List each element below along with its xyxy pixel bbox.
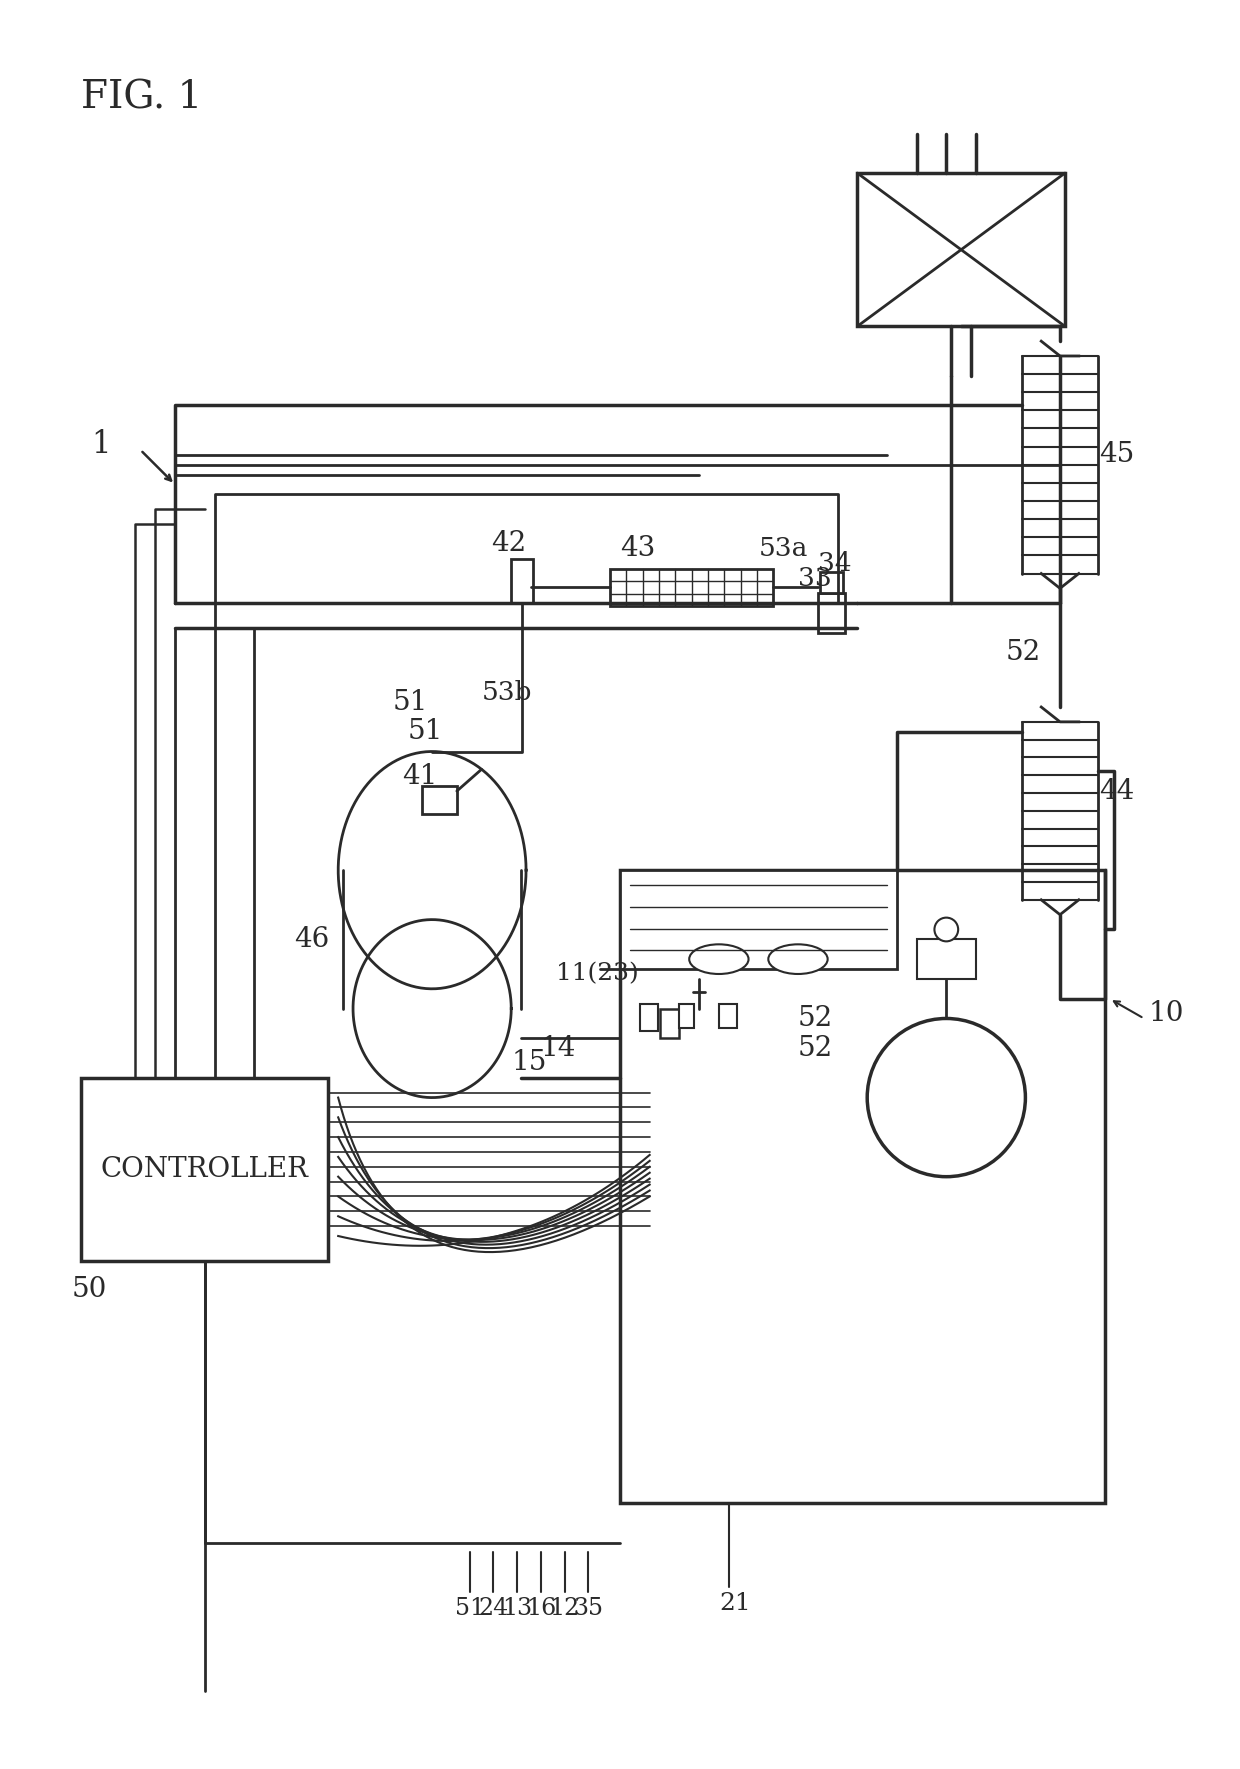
Text: 52: 52 bbox=[799, 1005, 833, 1031]
Bar bbox=[820, 571, 843, 593]
Text: 52: 52 bbox=[1006, 639, 1040, 667]
Text: 44: 44 bbox=[1100, 778, 1135, 805]
Text: 12: 12 bbox=[549, 1597, 580, 1620]
Circle shape bbox=[935, 918, 959, 941]
Text: 21: 21 bbox=[719, 1592, 750, 1615]
Bar bbox=[610, 568, 774, 607]
Text: 13: 13 bbox=[502, 1597, 532, 1620]
Text: 41: 41 bbox=[403, 762, 438, 789]
Text: 16: 16 bbox=[526, 1597, 556, 1620]
Bar bbox=[817, 593, 846, 633]
Text: 51: 51 bbox=[455, 1597, 485, 1620]
Text: 45: 45 bbox=[1100, 442, 1135, 469]
Bar bbox=[680, 1003, 694, 1028]
Bar bbox=[620, 870, 1105, 1504]
Text: 51: 51 bbox=[408, 718, 443, 745]
Text: 14: 14 bbox=[541, 1035, 577, 1061]
Text: 10: 10 bbox=[1149, 999, 1184, 1028]
Text: 33: 33 bbox=[799, 566, 832, 591]
Text: 46: 46 bbox=[294, 925, 329, 953]
Text: 24: 24 bbox=[479, 1597, 508, 1620]
Text: FIG. 1: FIG. 1 bbox=[81, 80, 202, 117]
Bar bbox=[916, 939, 976, 978]
Text: 53a: 53a bbox=[759, 536, 807, 561]
Bar bbox=[511, 559, 533, 603]
Bar bbox=[857, 173, 1065, 325]
Text: 43: 43 bbox=[620, 536, 655, 563]
Text: 53b: 53b bbox=[481, 679, 532, 704]
Bar bbox=[423, 785, 456, 814]
Text: 51: 51 bbox=[393, 688, 428, 716]
Bar bbox=[719, 1003, 737, 1028]
Bar bbox=[640, 1003, 657, 1031]
Bar bbox=[620, 870, 897, 969]
Text: 34: 34 bbox=[817, 552, 852, 577]
Bar bbox=[81, 1077, 329, 1261]
Ellipse shape bbox=[689, 945, 749, 975]
Text: 42: 42 bbox=[491, 531, 527, 557]
Text: 15: 15 bbox=[511, 1049, 547, 1077]
Text: 52: 52 bbox=[799, 1035, 833, 1061]
Text: 11(23): 11(23) bbox=[556, 962, 639, 985]
Text: 1: 1 bbox=[91, 430, 110, 460]
Bar bbox=[660, 1008, 680, 1038]
Text: CONTROLLER: CONTROLLER bbox=[100, 1155, 309, 1183]
Text: 50: 50 bbox=[71, 1275, 107, 1302]
Text: 35: 35 bbox=[573, 1597, 604, 1620]
Ellipse shape bbox=[769, 945, 827, 975]
